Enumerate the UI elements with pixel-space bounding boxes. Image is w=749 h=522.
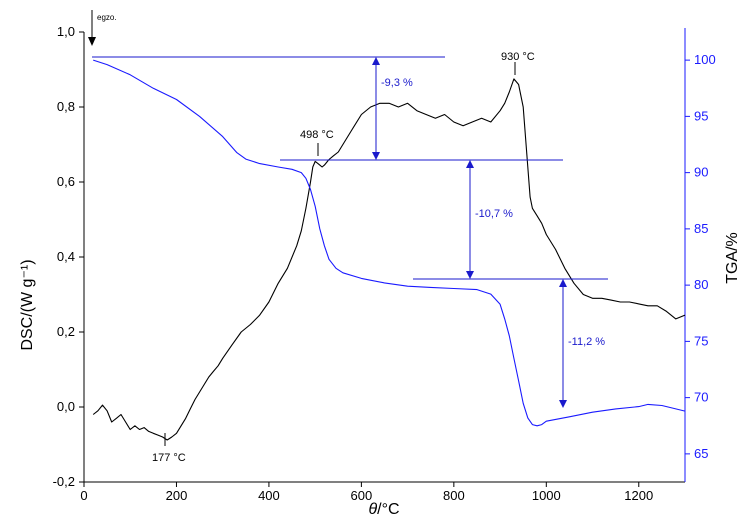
y-left-axis-ticks: -0,2 0,0 0,2 0,4 0,6 0,8 1,0 <box>53 24 84 489</box>
y-left-tick-label: 0,8 <box>57 99 75 114</box>
x-tick-label: 400 <box>258 488 280 503</box>
x-tick-label: 200 <box>166 488 188 503</box>
y-left-tick-label: 0,0 <box>57 399 75 414</box>
y-left-axis-title: DSC/(W g⁻¹) <box>19 259 36 350</box>
peak-label-930: 930 °C <box>501 51 535 63</box>
exo-label: egzo. <box>97 13 117 22</box>
y-left-tick-label: 1,0 <box>57 24 75 39</box>
loss-label-2: -10,7 % <box>475 208 513 220</box>
peak-label-177: 177 °C <box>152 452 186 464</box>
y-right-axis-ticks: 65 70 75 80 85 90 95 100 <box>685 52 716 461</box>
x-tick-label: 0 <box>80 488 87 503</box>
arrow-head-2-top <box>466 160 474 168</box>
y-right-tick-label: 100 <box>694 52 716 67</box>
y-right-tick-label: 85 <box>694 221 708 236</box>
loss-label-1: -9,3 % <box>381 77 413 89</box>
y-right-tick-label: 65 <box>694 446 708 461</box>
y-right-tick-label: 70 <box>694 390 708 405</box>
x-tick-label: 1000 <box>532 488 561 503</box>
series-layer <box>92 59 686 441</box>
x-tick-label: 600 <box>351 488 373 503</box>
axes-frame <box>83 28 686 483</box>
y-right-axis-title: TGA/% <box>724 232 741 284</box>
arrow-head-3-top <box>559 279 567 287</box>
x-axis-title: θ/°C <box>368 501 399 518</box>
tga-series-line <box>93 59 686 427</box>
y-left-tick-label: 0,2 <box>57 324 75 339</box>
x-tick-label: 1200 <box>624 488 653 503</box>
y-left-tick-label: 0,4 <box>57 249 75 264</box>
arrow-head-2-bottom <box>466 271 474 279</box>
y-left-tick-label: -0,2 <box>53 474 75 489</box>
y-right-tick-label: 90 <box>694 165 708 180</box>
y-left-tick-label: 0,6 <box>57 174 75 189</box>
y-right-tick-label: 80 <box>694 277 708 292</box>
y-right-tick-label: 75 <box>694 333 708 348</box>
exo-arrow-icon <box>88 37 96 46</box>
arrow-head-1-bottom <box>372 152 380 160</box>
x-tick-label: 800 <box>443 488 465 503</box>
peak-markers <box>91 10 516 446</box>
peak-label-498: 498 °C <box>300 129 334 141</box>
y-right-tick-label: 95 <box>694 108 708 123</box>
arrow-heads <box>372 57 567 408</box>
loss-label-3: -11,2 % <box>568 336 605 348</box>
mass-loss-guides <box>92 56 608 403</box>
arrow-head-3-bottom <box>559 400 567 408</box>
arrow-head-1-top <box>372 57 380 65</box>
x-axis-ticks: 0 200 400 600 800 1000 1200 <box>80 482 653 503</box>
dsc-series-line <box>92 78 686 441</box>
